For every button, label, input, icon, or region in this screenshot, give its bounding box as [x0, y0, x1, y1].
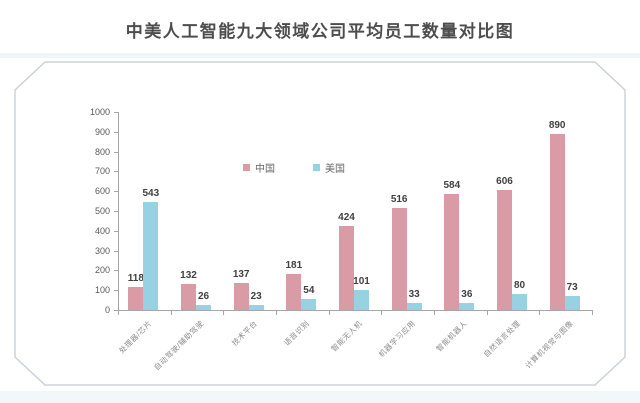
legend-label: 美国	[325, 164, 345, 175]
category-label: 语音识别	[282, 318, 312, 348]
y-axis-tick-label: 400	[94, 225, 110, 236]
y-axis-tick	[114, 290, 118, 292]
y-axis-tick	[114, 151, 118, 153]
y-axis-tick-label: 600	[94, 186, 110, 197]
x-axis-tick	[539, 311, 541, 315]
y-axis-tick	[114, 310, 118, 311]
category-label: 处理器/芯片	[116, 318, 154, 356]
y-axis-tick-label: 1000	[89, 107, 110, 117]
top-accent-band	[0, 53, 640, 58]
x-axis-tick	[434, 311, 435, 315]
value-label-us: 23	[250, 291, 262, 303]
value-label-us: 26	[197, 290, 210, 302]
x-axis-tick	[118, 311, 119, 315]
category-label: 计算机视觉与图像	[523, 318, 575, 371]
category-label: 智能无人机	[329, 318, 365, 354]
bar-us	[459, 302, 475, 310]
bar-china	[339, 226, 354, 310]
legend-item-us: 美国	[313, 160, 345, 175]
value-label-us: 33	[408, 289, 420, 301]
category-label: 自动驾驶/辅助驾驶	[152, 318, 207, 373]
bar-us	[406, 303, 422, 310]
bar-china	[497, 190, 512, 310]
value-label-us: 543	[142, 188, 160, 200]
value-label-china: 890	[548, 119, 566, 131]
y-axis-tick	[114, 270, 118, 272]
bar-us	[564, 295, 580, 310]
value-label-china: 424	[338, 212, 355, 224]
bar-us	[301, 299, 317, 310]
value-label-us: 73	[566, 281, 578, 293]
value-label-china: 118	[127, 272, 144, 284]
category-label: 自然语言处理	[481, 318, 523, 360]
value-label-china: 181	[285, 260, 303, 272]
category-label: 技术平台	[229, 318, 259, 348]
bottom-accent-band	[0, 391, 640, 403]
bar-us	[143, 202, 159, 310]
value-label-china: 132	[180, 269, 197, 281]
legend-item-china: 中国	[243, 160, 275, 175]
y-axis-tick	[114, 211, 118, 212]
page-title: 中美人工智能九大领域公司平均员工数量对比图	[125, 22, 515, 41]
x-axis-tick	[170, 311, 172, 315]
bar-china	[286, 274, 302, 310]
value-label-china: 137	[232, 268, 250, 280]
y-axis-tick-label: 100	[94, 285, 110, 296]
category-label: 智能机器人	[434, 318, 470, 354]
bar-china	[391, 207, 407, 310]
bar-us	[196, 304, 211, 310]
y-axis-tick-label: 500	[94, 206, 110, 216]
bar-china	[233, 282, 249, 310]
y-axis-tick-label: 200	[94, 265, 110, 276]
y-axis-tick-label: 0	[104, 305, 110, 315]
chart-legend: 中国 美国	[243, 160, 345, 175]
value-label-china: 606	[496, 176, 513, 187]
y-axis-tick	[114, 131, 118, 133]
y-axis-tick-label: 700	[94, 166, 110, 177]
x-axis-line	[118, 310, 593, 311]
y-axis-tick	[114, 191, 118, 193]
category-label: 机器学习应用	[376, 318, 417, 360]
y-axis-tick	[114, 112, 118, 113]
y-axis-tick	[114, 230, 118, 232]
bar-us	[512, 294, 527, 310]
value-label-china: 516	[390, 193, 408, 205]
bar-china	[444, 194, 460, 310]
y-axis-tick	[114, 171, 118, 173]
y-axis-tick-label: 300	[94, 245, 110, 256]
value-label-us: 36	[461, 288, 473, 300]
bar-china	[549, 133, 565, 310]
y-axis-tick	[114, 250, 118, 252]
value-label-us: 80	[513, 280, 526, 292]
bar-us	[248, 305, 264, 310]
x-axis-tick	[486, 311, 488, 315]
x-axis-tick	[592, 311, 593, 315]
x-axis-tick	[276, 311, 277, 315]
bar-china	[128, 286, 144, 310]
value-label-us: 101	[353, 276, 370, 287]
legend-label: 中国	[255, 164, 275, 175]
value-label-us: 54	[303, 285, 315, 297]
x-axis-tick	[223, 311, 225, 315]
y-axis-tick-label: 900	[94, 126, 110, 137]
y-axis-line	[118, 112, 119, 311]
legend-swatch-icon	[313, 164, 320, 171]
value-label-china: 584	[443, 180, 461, 192]
x-axis-tick	[381, 311, 383, 315]
bar-us	[354, 290, 369, 310]
y-axis-tick-label: 800	[94, 146, 110, 157]
legend-swatch-icon	[243, 164, 250, 171]
x-axis-tick	[328, 311, 330, 315]
bar-china	[181, 283, 196, 310]
